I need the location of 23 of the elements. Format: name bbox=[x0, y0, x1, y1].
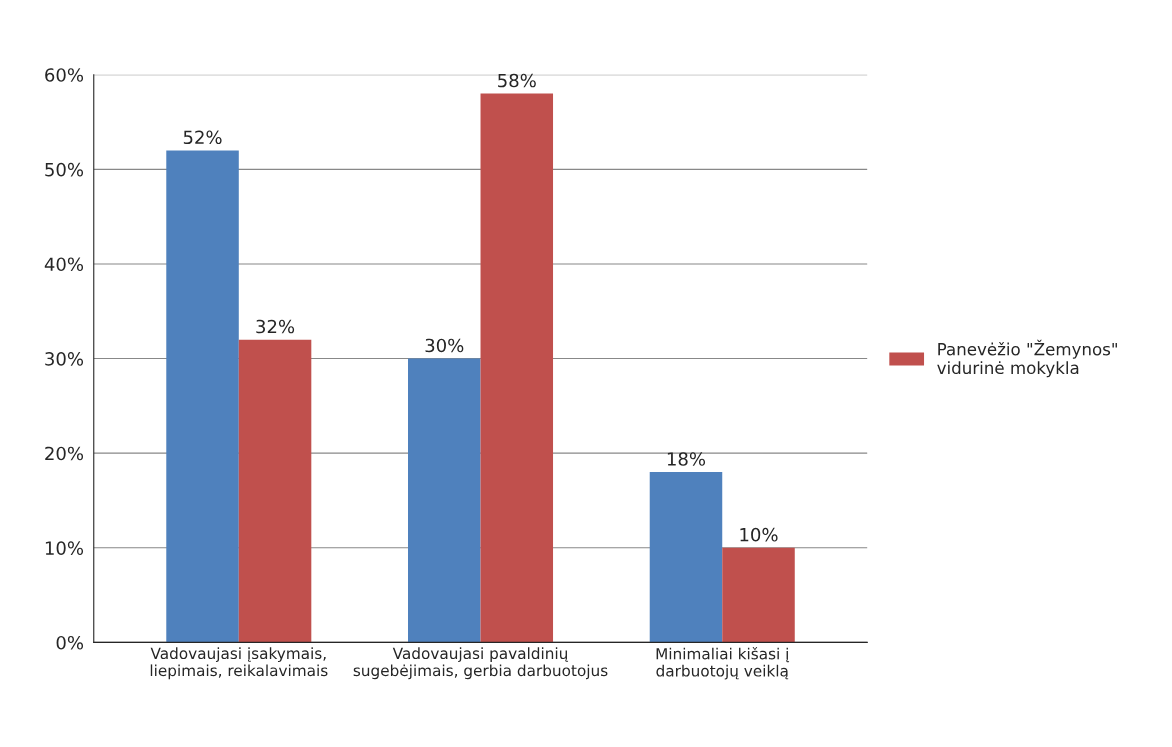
y-tick-label: 10% bbox=[45, 541, 84, 555]
y-tick-label: 60% bbox=[45, 68, 84, 82]
data-label: 32% bbox=[256, 319, 295, 334]
bar bbox=[722, 547, 795, 643]
bar bbox=[649, 472, 723, 643]
x-tick-label: Vadovaujasi pavaldinių sugebėjimais, gerbia darbuotojus bbox=[353, 647, 608, 680]
y-tick-label: 20% bbox=[45, 446, 84, 461]
y-tick-label: 0% bbox=[56, 635, 84, 650]
data-label: 10% bbox=[740, 527, 778, 542]
bar bbox=[166, 150, 239, 643]
bar bbox=[238, 339, 312, 643]
data-label: 58% bbox=[498, 73, 536, 88]
x-tick-label: Minimaliai kišasi į darbuotojų veiklą bbox=[656, 647, 790, 680]
data-label: 30% bbox=[425, 338, 464, 353]
legend-label: Panevėžio "Žemynos" vidurinė mokykla bbox=[937, 339, 1117, 378]
x-tick-label: Vadovaujasi įsakymais, liepimais, reikalavimais bbox=[150, 647, 328, 680]
bar bbox=[480, 93, 554, 643]
data-label: 52% bbox=[183, 130, 222, 145]
bar bbox=[408, 358, 481, 643]
y-tick-label: 50% bbox=[45, 162, 84, 177]
y-tick-label: 40% bbox=[44, 257, 84, 272]
data-label: 18% bbox=[667, 452, 706, 466]
y-tick-label: 30% bbox=[45, 352, 84, 366]
